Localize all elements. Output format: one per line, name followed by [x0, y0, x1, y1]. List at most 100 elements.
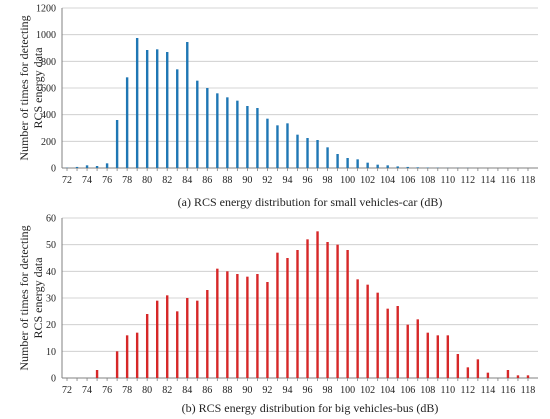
bar-bus-109 [436, 335, 439, 378]
bar-car-103 [376, 164, 379, 168]
x-tick-label: 78 [122, 175, 132, 186]
chart-bus-rcs-distribution: 0 10 20 30 40 50 60 72 74 76 78 80 82 84 86 88 90 92 94 96 9… [17, 214, 538, 415]
x-tick-label: 72 [62, 175, 72, 186]
x-tick-label: 90 [242, 385, 252, 396]
bar-bus-93 [276, 252, 279, 378]
bar-bus-77 [115, 351, 119, 378]
bar-bus-113 [476, 359, 480, 378]
bar-bus-81 [156, 300, 159, 378]
bar-bus-103 [376, 292, 379, 378]
bar-car-83 [176, 69, 179, 168]
bar-bus-108 [426, 332, 429, 378]
x-tick-label: 112 [461, 175, 476, 186]
bar-bus-95 [296, 250, 299, 378]
bar-car-88 [226, 97, 229, 168]
bar-bus-89 [236, 274, 239, 378]
y-tick-label: 60 [46, 214, 56, 225]
y-tick-label: 0 [51, 164, 56, 175]
bar-car-90 [246, 106, 249, 168]
y-tick-label: 1000 [36, 30, 56, 41]
x-tick-label: 100 [340, 385, 355, 396]
bar-car-101 [356, 159, 359, 168]
bar-bus-110 [446, 335, 450, 378]
x-tick-label: 84 [182, 175, 192, 186]
bar-car-105 [396, 166, 399, 168]
bar-car-77 [115, 120, 119, 168]
x-tick-label: 96 [303, 385, 313, 396]
x-tick-label: 102 [360, 175, 375, 186]
x-tick-label: 98 [323, 385, 333, 396]
bar-bus-101 [356, 279, 359, 378]
y-tick-label: 50 [46, 240, 56, 251]
x-tick-label: 106 [400, 385, 415, 396]
x-tick-label: 96 [303, 175, 313, 186]
bar-bus-94 [286, 258, 289, 378]
bar-bus-78 [125, 335, 129, 378]
y-axis-label: Number of times for detectingRCS energy … [17, 15, 45, 160]
bar-bus-86 [206, 290, 209, 378]
bar-car-76 [105, 163, 109, 168]
bar-bus-79 [135, 332, 139, 378]
x-tick-label: 92 [262, 175, 272, 186]
bar-bus-104 [386, 308, 389, 378]
bar-car-82 [166, 52, 169, 168]
y-tick-label: 20 [46, 320, 56, 331]
x-tick-label: 88 [222, 175, 232, 186]
x-tick-label: 110 [440, 385, 455, 396]
x-tick-label: 74 [82, 175, 92, 186]
bar-bus-106 [406, 324, 409, 378]
y-tick-label: 30 [46, 294, 56, 305]
x-tick-label: 86 [202, 385, 212, 396]
bar-car-98 [326, 147, 329, 168]
bar-bus-100 [346, 250, 349, 378]
x-tick-label: 74 [82, 385, 92, 396]
bar-car-87 [216, 93, 219, 168]
bar-bus-111 [456, 354, 460, 378]
y-tick-label: 0 [51, 374, 56, 385]
bar-car-86 [206, 88, 209, 168]
bar-car-78 [125, 77, 129, 168]
y-tick-label: 800 [41, 57, 56, 68]
x-tick-label: 92 [262, 385, 272, 396]
bar-bus-99 [336, 244, 339, 378]
bar-bus-83 [176, 311, 179, 378]
x-tick-label: 114 [481, 385, 496, 396]
bar-bus-75 [95, 370, 99, 378]
x-tick-label: 82 [162, 175, 172, 186]
y-tick-label: 1200 [36, 4, 56, 15]
x-tick-label: 94 [282, 385, 292, 396]
y-tick-label: 200 [41, 137, 56, 148]
x-tick-label: 94 [282, 175, 292, 186]
bar-bus-87 [216, 268, 219, 378]
y-tick-label: 400 [41, 110, 56, 121]
bar-car-104 [386, 165, 389, 168]
bar-bus-91 [256, 274, 259, 378]
x-tick-label: 72 [62, 385, 72, 396]
bar-bus-102 [366, 284, 369, 378]
bar-bus-84 [186, 298, 189, 378]
bar-car-107 [416, 167, 419, 168]
bar-bus-92 [266, 282, 269, 378]
bar-car-94 [286, 123, 289, 168]
chart-car-rcs-distribution: 0 200 400 600 800 1000 1200 72 74 76 78 80 82 84 86 88 9… [17, 4, 538, 209]
y-axis-label-line: Number of times for detecting [17, 15, 31, 160]
bar-car-102 [366, 162, 369, 168]
bar-bus-116 [506, 370, 510, 378]
x-tick-label: 80 [142, 175, 152, 186]
x-tick-label: 98 [323, 175, 333, 186]
x-tick-label: 106 [400, 175, 415, 186]
y-tick-label: 40 [46, 267, 56, 278]
x-tick-label: 108 [420, 385, 435, 396]
x-tick-label: 108 [420, 175, 435, 186]
bar-car-75 [95, 166, 99, 168]
bar-car-100 [346, 158, 349, 168]
y-axis-label-line: RCS energy data [31, 47, 45, 129]
bar-car-95 [296, 134, 299, 168]
bar-bus-118 [526, 375, 530, 378]
x-tick-label: 88 [222, 385, 232, 396]
bar-bus-112 [466, 367, 470, 378]
bar-car-97 [316, 140, 319, 168]
bar-bus-107 [416, 319, 419, 378]
x-tick-label: 90 [242, 175, 252, 186]
x-tick-label: 104 [380, 385, 395, 396]
